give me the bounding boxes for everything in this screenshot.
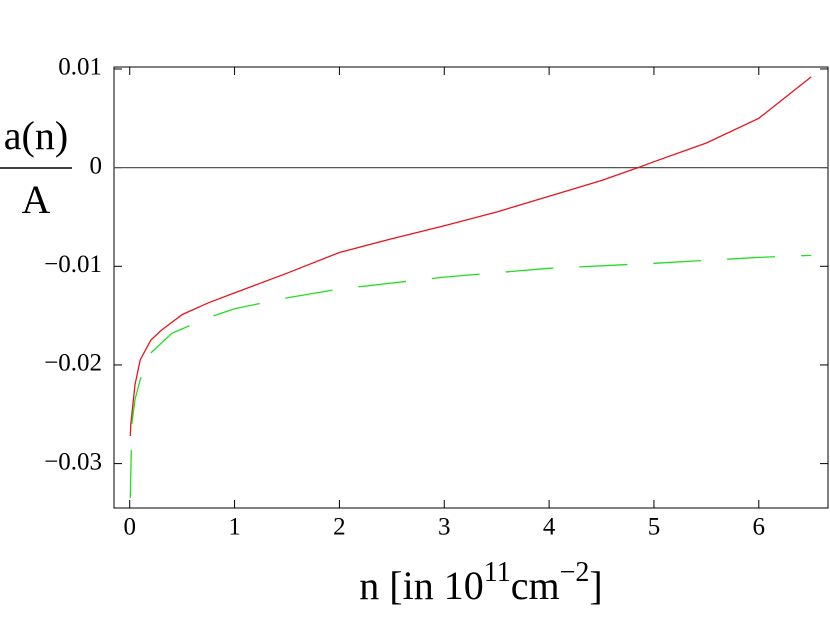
series-line	[129, 254, 812, 499]
x-axis-label-part: ]	[589, 563, 602, 608]
x-tick-label: 5	[648, 514, 661, 541]
y-tick-label: 0.01	[58, 54, 102, 81]
x-tick-label: 0	[123, 514, 136, 541]
x-tick-label: 1	[228, 514, 241, 541]
y-tick-label: −0.01	[44, 251, 102, 278]
x-axis-label-part: 11	[484, 557, 511, 588]
x-tick-label: 2	[333, 514, 346, 541]
x-axis-label: n [in 1011cm−2]	[359, 557, 602, 608]
plot-frame	[113, 66, 829, 509]
y-tick-label: −0.03	[44, 448, 102, 475]
y-label-numerator: a(n)	[4, 113, 68, 158]
x-tick-label: 4	[543, 514, 556, 541]
series-line	[129, 76, 812, 437]
x-axis-label-part: n [in 10	[359, 563, 483, 608]
x-tick-label: 6	[753, 514, 766, 541]
y-tick-label: −0.02	[44, 350, 102, 377]
x-tick-label: 3	[438, 514, 451, 541]
x-axis-label-part: cm	[511, 563, 560, 608]
y-label-denominator: A	[22, 177, 51, 222]
y-tick-label: 0	[90, 152, 103, 179]
x-axis-label-part: −2	[560, 557, 590, 588]
